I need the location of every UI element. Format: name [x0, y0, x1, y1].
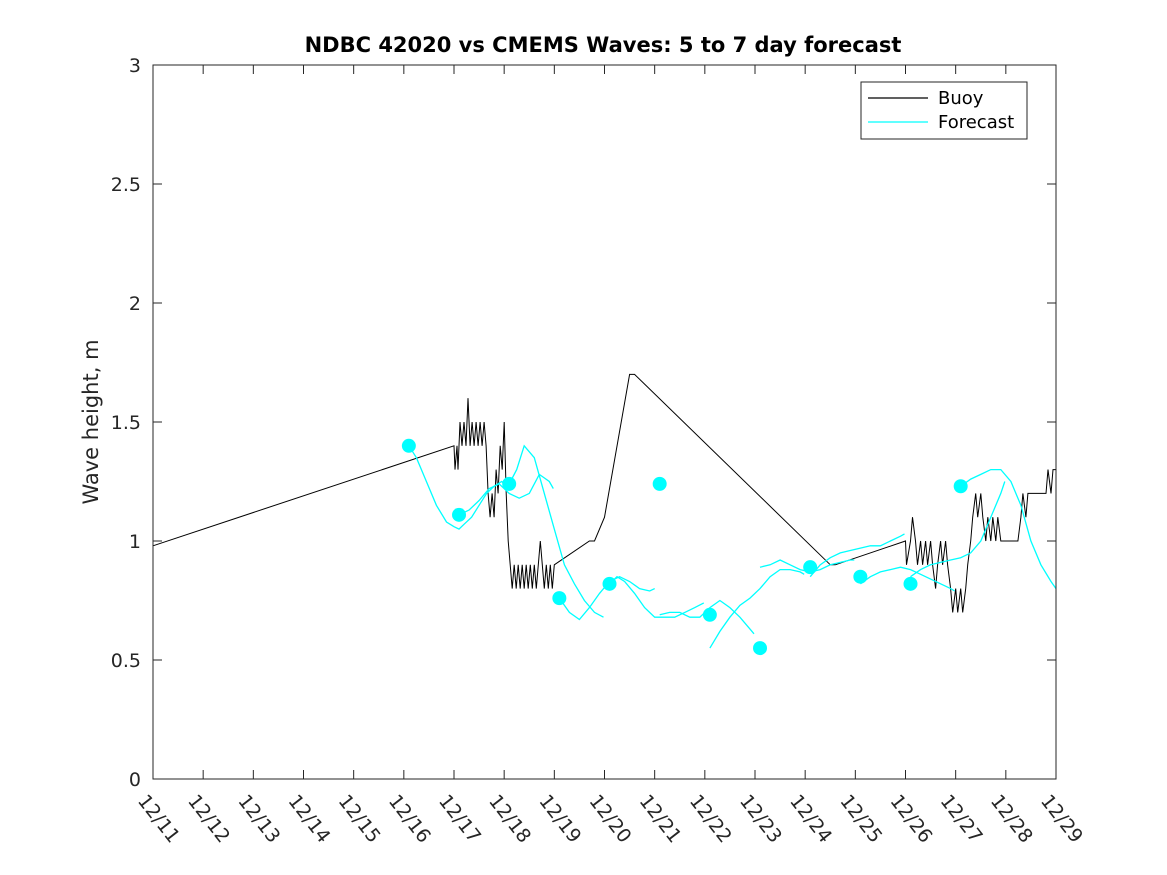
- y-tick-label: 2: [129, 293, 141, 315]
- forecast-series-line: [508, 444, 604, 618]
- buoy-series-line: [152, 373, 1056, 613]
- y-tick-label: 2.5: [111, 174, 141, 196]
- forecast-start-marker: [853, 569, 868, 584]
- legend-box: [860, 81, 1028, 140]
- forecast-series-line: [609, 575, 705, 618]
- forecast-series-line: [709, 568, 805, 649]
- forecast-series-line: [960, 468, 1057, 589]
- y-tick-label: 0.5: [111, 650, 141, 672]
- forecast-series-layer: [408, 444, 1057, 649]
- y-tick-label: 1.5: [111, 412, 141, 434]
- y-axis: 0 0.5 1 1.5 2 2.5 3: [111, 55, 1056, 791]
- forecast-series-line: [809, 533, 905, 578]
- forecast-start-marker: [652, 476, 667, 491]
- forecast-series-line: [860, 566, 956, 592]
- forecast-start-marker: [903, 576, 918, 591]
- forecast-start-marker: [452, 507, 467, 522]
- forecast-series-line: [458, 473, 554, 516]
- plot-background: [153, 65, 1056, 779]
- forecast-start-marker: [953, 479, 968, 494]
- y-tick-label: 3: [129, 55, 141, 77]
- forecast-start-marker: [401, 438, 416, 453]
- legend-label-forecast: Forecast: [938, 112, 1014, 133]
- forecast-marker-layer: [401, 438, 968, 656]
- buoy-series-layer: [152, 373, 1056, 613]
- forecast-start-marker: [502, 476, 517, 491]
- forecast-start-marker: [702, 607, 717, 622]
- y-tick-label: 1: [129, 531, 141, 553]
- legend-label-buoy: Buoy: [938, 88, 984, 109]
- y-axis-label: Wave height, m: [79, 339, 103, 504]
- y-tick-label: 0: [129, 769, 141, 791]
- chart-title: NDBC 42020 vs CMEMS Waves: 5 to 7 day fo…: [305, 33, 902, 57]
- legend: Buoy Forecast: [860, 81, 1028, 140]
- forecast-start-marker: [803, 560, 818, 575]
- forecast-series-line: [910, 481, 1006, 578]
- forecast-start-marker: [602, 576, 617, 591]
- forecast-series-line: [659, 599, 755, 635]
- plot-area: [152, 64, 1057, 780]
- forecast-start-marker: [753, 641, 768, 656]
- forecast-start-marker: [552, 591, 567, 606]
